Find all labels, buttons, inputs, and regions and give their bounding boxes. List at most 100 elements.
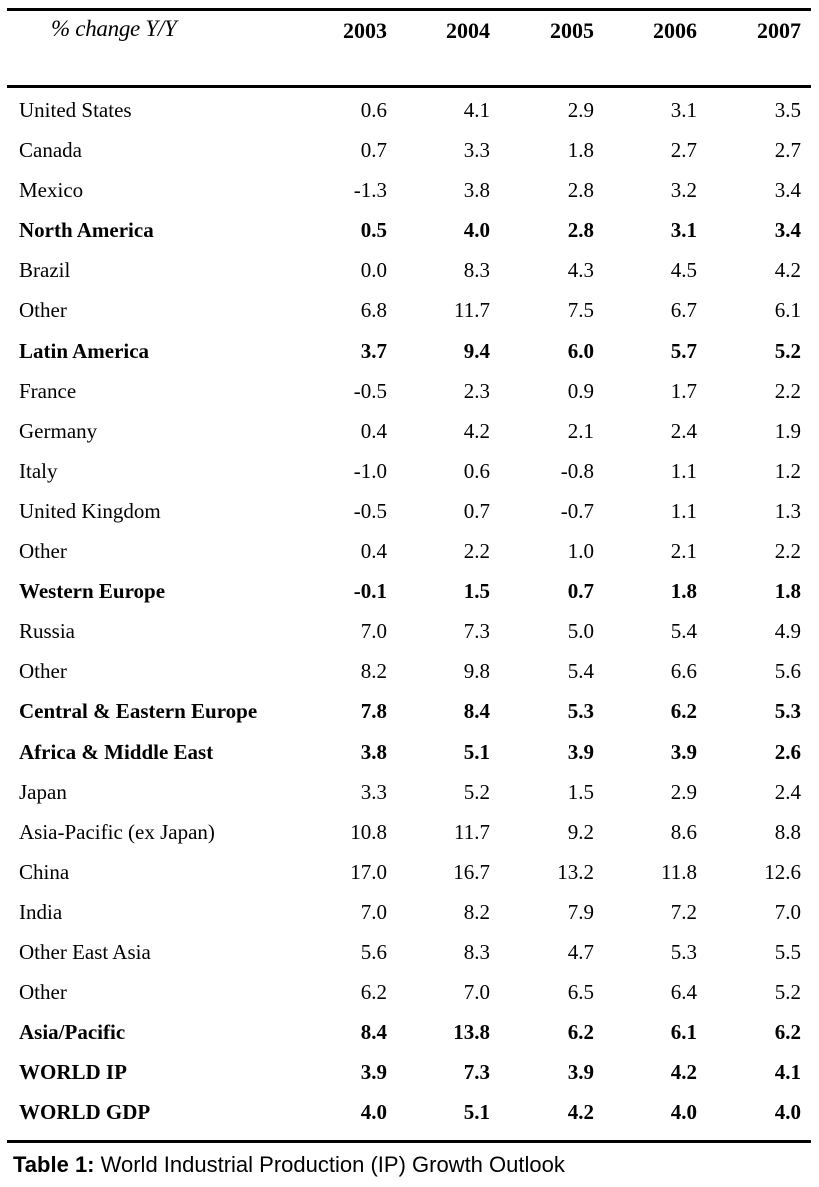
cell-value: 5.4 [670,619,697,644]
cell-value: 3.4 [774,178,801,203]
cell-value: -1.3 [353,178,387,203]
row-label: Other [19,980,67,1005]
cell-value: 4.9 [774,619,801,644]
year-header: 2003 [343,18,387,43]
cell-value: 2.7 [670,138,697,163]
cell-value: 0.6 [463,458,490,483]
row-label: Latin America [19,338,150,363]
cell-value: 7.5 [567,298,594,323]
cell-value: -1.0 [353,458,387,483]
cell-value: 5.6 [774,659,801,684]
cell-value: 5.3 [774,699,801,724]
cell-value: 3.9 [360,1060,387,1085]
cell-value: 1.7 [670,378,697,403]
cell-value: 2.4 [670,418,697,443]
table-row: France -0.5 2.3 0.9 1.7 2.2 [7,371,811,411]
cell-value: 2.8 [567,218,594,243]
cell-value: 4.0 [774,1100,801,1125]
table-caption: Table 1: World Industrial Production (IP… [13,1152,565,1178]
table-row: Central & Eastern Europe 7.8 8.4 5.3 6.2 5.3 [7,691,811,731]
cell-value: 6.2 [360,980,387,1005]
cell-value: 0.4 [360,539,387,564]
cell-value: 5.3 [670,939,697,964]
cell-value: 1.9 [774,418,801,443]
cell-value: 6.1 [774,298,801,323]
cell-value: 7.0 [463,980,490,1005]
cell-value: 2.2 [463,539,490,564]
row-label: North America [19,218,154,243]
cell-value: 1.3 [774,498,801,523]
row-label: Other [19,659,67,684]
table-row: Africa & Middle East 3.8 5.1 3.9 3.9 2.6 [7,732,811,772]
cell-value: 11.7 [454,298,490,323]
header-label: % change Y/Y [51,16,177,41]
cell-value: 8.2 [463,899,490,924]
caption-text: World Industrial Production (IP) Growth … [94,1152,565,1177]
cell-value: 4.3 [567,258,594,283]
cell-value: 8.4 [463,699,490,724]
row-label: Africa & Middle East [19,739,214,764]
table-row: Other 8.2 9.8 5.4 6.6 5.6 [7,651,811,691]
cell-value: 6.1 [670,1020,697,1045]
cell-value: 0.7 [463,498,490,523]
table-row: United Kingdom -0.5 0.7 -0.7 1.1 1.3 [7,491,811,531]
cell-value: 6.8 [360,298,387,323]
cell-value: 3.3 [463,138,490,163]
row-label: Italy [19,458,58,483]
cell-value: 11.8 [661,859,697,884]
cell-value: 6.2 [567,1020,594,1045]
cell-value: 3.9 [567,1060,594,1085]
cell-value: 2.8 [567,178,594,203]
cell-value: 13.2 [557,859,594,884]
cell-value: 0.5 [360,218,387,243]
cell-value: 7.9 [567,899,594,924]
cell-value: 3.9 [567,739,594,764]
table-row: WORLD IP 3.9 7.3 3.9 4.2 4.1 [7,1052,811,1092]
cell-value: 8.4 [360,1020,387,1045]
cell-value: 4.0 [463,218,490,243]
cell-value: 12.6 [764,859,801,884]
cell-value: 7.0 [360,899,387,924]
cell-value: 5.0 [567,619,594,644]
cell-value: 5.3 [567,699,594,724]
cell-value: 7.0 [360,619,387,644]
row-label: France [19,378,77,403]
cell-value: 5.5 [774,939,801,964]
cell-value: 4.5 [670,258,697,283]
cell-value: 6.7 [670,298,697,323]
row-label: Japan [19,779,67,804]
cell-value: -0.1 [353,579,387,604]
cell-value: 8.2 [360,659,387,684]
table-row: Italy -1.0 0.6 -0.8 1.1 1.2 [7,451,811,491]
cell-value: 2.1 [567,418,594,443]
cell-value: 0.9 [567,378,594,403]
cell-value: 3.2 [670,178,697,203]
year-header: 2005 [550,18,594,43]
cell-value: 4.0 [360,1100,387,1125]
cell-value: 7.3 [463,619,490,644]
cell-value: 6.4 [670,980,697,1005]
cell-value: 9.4 [463,338,490,363]
table-row: Latin America 3.7 9.4 6.0 5.7 5.2 [7,331,811,371]
table-bottom-rule [7,1140,811,1144]
row-label: Asia/Pacific [19,1020,126,1045]
cell-value: 6.0 [567,338,594,363]
cell-value: 5.7 [670,338,697,363]
cell-value: 9.8 [463,659,490,684]
row-label: Canada [19,138,82,163]
table-header-rule [7,85,811,88]
year-header: 2004 [446,18,490,43]
table-row: Other 0.4 2.2 1.0 2.1 2.2 [7,531,811,571]
row-label: Central & Eastern Europe [19,699,258,724]
cell-value: 7.3 [463,1060,490,1085]
cell-value: 1.8 [774,579,801,604]
table-row: Western Europe -0.1 1.5 0.7 1.8 1.8 [7,571,811,611]
row-label: Russia [19,619,76,644]
cell-value: 4.7 [567,939,594,964]
cell-value: 16.7 [453,859,490,884]
cell-value: 3.1 [670,218,697,243]
table-top-rule [7,8,811,11]
cell-value: 11.7 [454,819,490,844]
table-row: North America 0.5 4.0 2.8 3.1 3.4 [7,210,811,250]
table-row: Canada 0.7 3.3 1.8 2.7 2.7 [7,130,811,170]
